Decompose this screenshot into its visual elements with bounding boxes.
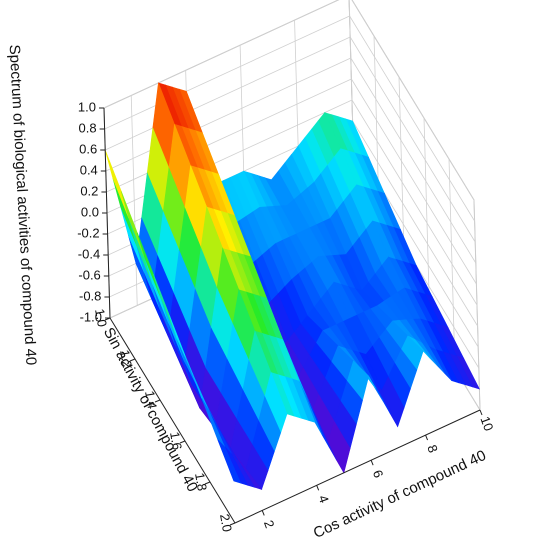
z-tick-label: 1.0 bbox=[78, 99, 96, 114]
tick-mark bbox=[179, 440, 186, 444]
y-tick-label: 1.6 bbox=[167, 431, 185, 451]
z-tick-label: -0.8 bbox=[79, 288, 101, 303]
z-tick-label: 0.8 bbox=[79, 120, 97, 135]
grid-line bbox=[350, 57, 477, 264]
z-tick-label: 0.2 bbox=[80, 183, 98, 198]
tick-mark bbox=[129, 358, 136, 362]
grid-line bbox=[105, 57, 351, 172]
tick-mark bbox=[154, 399, 161, 403]
grid-line bbox=[351, 99, 478, 306]
grid-line bbox=[351, 78, 477, 285]
tick-mark bbox=[316, 485, 320, 491]
grid-line bbox=[130, 95, 138, 306]
grid-line bbox=[104, 15, 350, 130]
tick-mark bbox=[204, 481, 211, 485]
x-tick-label: 6 bbox=[370, 468, 387, 480]
axis-line bbox=[109, 317, 236, 524]
tick-mark bbox=[370, 460, 374, 466]
y-tick-label: 1.4 bbox=[142, 390, 160, 410]
x-tick-label: 8 bbox=[424, 443, 441, 455]
surface-patch bbox=[217, 439, 242, 484]
grid-line bbox=[352, 120, 478, 327]
grid-line bbox=[105, 36, 351, 151]
tick-mark bbox=[425, 434, 429, 441]
z-tick-label: -1.0 bbox=[80, 309, 102, 324]
z-tick-label: -0.4 bbox=[78, 246, 100, 261]
z-tick-label: 0.0 bbox=[81, 204, 99, 219]
tick-mark bbox=[229, 522, 236, 526]
z-tick-label: 0.6 bbox=[79, 141, 97, 156]
grid-line bbox=[448, 158, 456, 370]
z-axis-title: Spectrum of biological activities of com… bbox=[6, 44, 40, 365]
grid-line bbox=[103, 0, 340, 109]
grid-line bbox=[349, 15, 475, 222]
z-tick-label: -0.6 bbox=[78, 267, 100, 282]
grid-line bbox=[349, 36, 476, 243]
grid-line bbox=[351, 0, 475, 201]
tick-mark bbox=[104, 317, 111, 321]
tick-mark bbox=[261, 510, 265, 516]
x-tick-label: 10 bbox=[477, 414, 496, 433]
grid-line bbox=[473, 199, 481, 411]
z-tick-label: 0.4 bbox=[80, 162, 98, 177]
y-tick-label: 2.0 bbox=[217, 513, 235, 533]
surface bbox=[104, 82, 480, 491]
x-tick-label: 4 bbox=[315, 493, 332, 505]
tick-mark bbox=[479, 409, 483, 416]
z-tick-label: -0.2 bbox=[77, 225, 99, 240]
y-tick-label: 1.8 bbox=[192, 472, 210, 492]
y-tick-label: 1.2 bbox=[117, 349, 135, 369]
x-tick-label: 2 bbox=[261, 518, 278, 530]
axis-line bbox=[234, 409, 481, 524]
y-tick-label: 1.0 bbox=[92, 308, 110, 328]
